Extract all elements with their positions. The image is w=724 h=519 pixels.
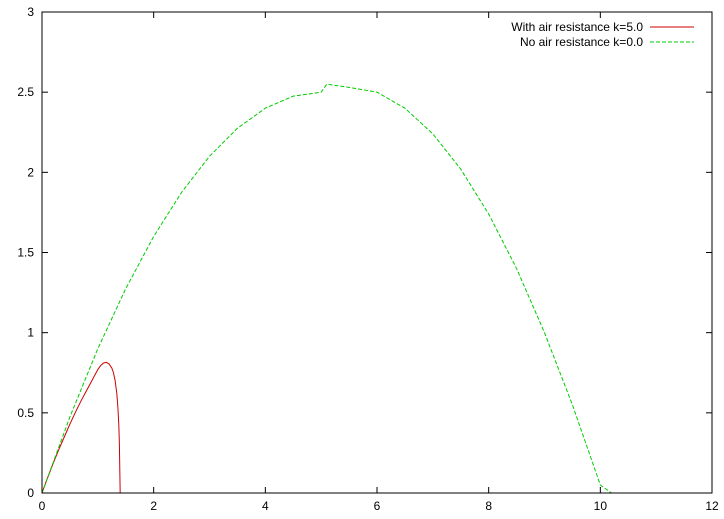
x-tick-label: 6 [374, 499, 381, 513]
y-tick-label: 3 [27, 5, 34, 19]
series-line-no-air-resistance [41, 83, 612, 494]
plot-border [41, 11, 713, 494]
series-line-with-air-resistance [41, 361, 121, 494]
y-tick-label: 2.5 [17, 85, 34, 99]
legend: With air resistance k=5.0No air resistan… [511, 20, 694, 49]
y-tick-label: 0 [27, 486, 34, 500]
y-tick-label: 1 [27, 326, 34, 340]
y-tick-label: 0.5 [17, 406, 34, 420]
series-group [41, 83, 612, 494]
legend-label: With air resistance k=5.0 [511, 20, 643, 34]
x-tick-label: 8 [485, 499, 492, 513]
y-tick-label: 1.5 [17, 246, 34, 260]
y-tick-label: 2 [27, 165, 34, 179]
x-tick-label: 0 [39, 499, 46, 513]
axis-ticks: 0 2 4 6 8 10 12 0 0.5 1 1.5 2 2.5 3 [17, 5, 719, 513]
x-tick-label: 10 [594, 499, 608, 513]
legend-label: No air resistance k=0.0 [520, 35, 643, 49]
x-tick-label: 12 [705, 499, 719, 513]
x-tick-label: 4 [262, 499, 269, 513]
x-tick-label: 2 [150, 499, 157, 513]
